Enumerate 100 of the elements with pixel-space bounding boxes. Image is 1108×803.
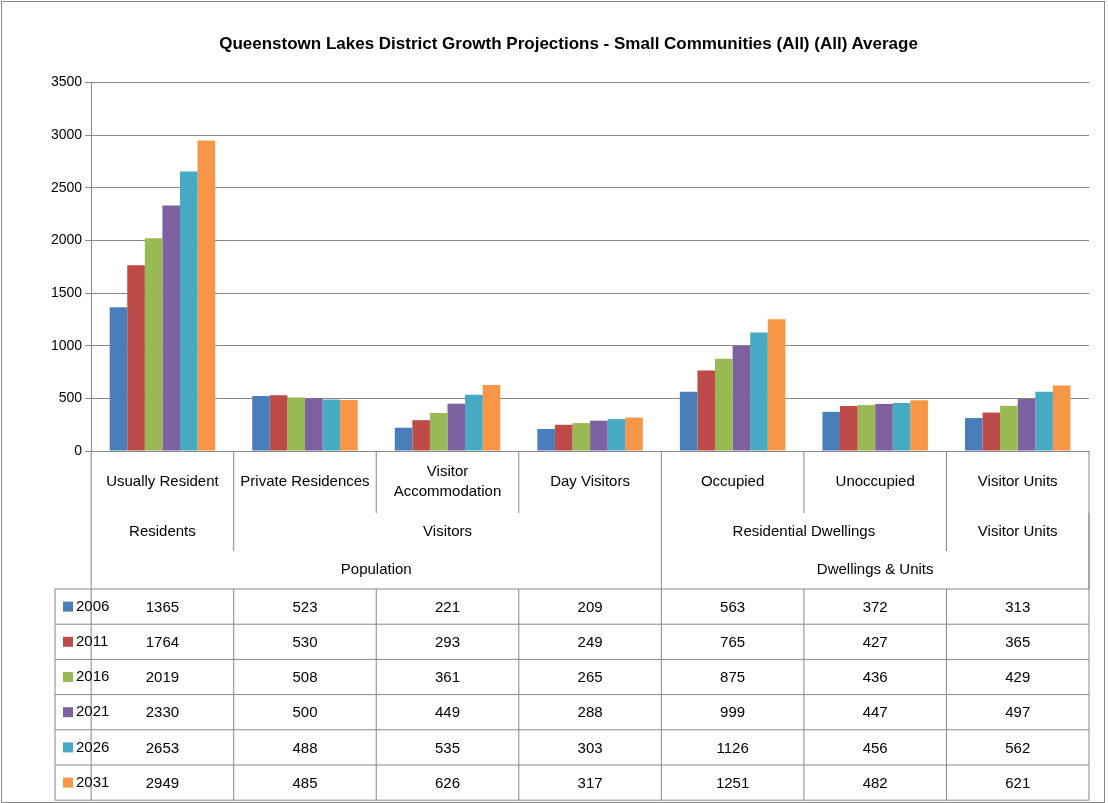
bar (750, 332, 768, 451)
data-label: 1126 (716, 738, 749, 756)
legend-label: 2011 (76, 631, 109, 649)
y-tick-label: 1500 (50, 283, 83, 300)
bar (1052, 385, 1071, 451)
data-label: 456 (862, 738, 888, 756)
bar (109, 307, 128, 451)
legend-label: 2006 (76, 596, 110, 614)
bar (340, 399, 358, 451)
data-label: 317 (577, 773, 603, 791)
data-label: 365 (1005, 632, 1031, 650)
data-label: 2330 (145, 703, 180, 721)
bar (197, 140, 216, 451)
data-label: 530 (292, 632, 318, 650)
data-label: 449 (435, 703, 461, 721)
data-label: 361 (435, 668, 461, 686)
text: Residential Dwellings (732, 522, 876, 540)
text: Population (340, 560, 412, 578)
bar (482, 385, 501, 451)
bar (679, 391, 698, 451)
bar (144, 238, 163, 451)
data-label: 508 (292, 668, 318, 686)
bar (572, 423, 591, 451)
bar (982, 412, 1001, 451)
data-label: 429 (1005, 668, 1031, 686)
data-label: 221 (435, 597, 461, 615)
bar (767, 319, 786, 451)
bar (1017, 398, 1036, 451)
bar (607, 419, 626, 451)
bar (412, 420, 430, 451)
bar (590, 420, 608, 451)
data-label: 288 (577, 703, 603, 721)
x-tick-label: Unoccupied (835, 472, 915, 490)
y-tick-label: 2000 (50, 231, 83, 248)
legend-label: 2021 (76, 702, 110, 720)
data-label: 249 (577, 632, 603, 650)
data-label: 497 (1005, 703, 1031, 721)
bar (287, 397, 305, 451)
bar (162, 205, 180, 451)
data-label: 765 (720, 632, 746, 650)
x-tick-label: Occupied (700, 472, 765, 490)
chart-title: Queenstown Lakes District Growth Projections - Small Communities (All) (All) Average (219, 33, 918, 53)
bar (269, 395, 288, 451)
data-label: 1251 (715, 773, 750, 791)
y-tick-label: 1000 (50, 336, 83, 353)
data-label: 303 (577, 738, 603, 756)
data-label: 562 (1005, 738, 1031, 756)
data-label: 2949 (145, 773, 180, 791)
bar (394, 427, 413, 451)
bar (822, 411, 841, 451)
bar (732, 345, 751, 451)
data-label: 447 (862, 703, 888, 721)
bar (429, 412, 448, 451)
data-label: 436 (862, 668, 888, 686)
bar (127, 265, 145, 451)
data-label: 875 (720, 668, 746, 686)
text: Visitors (423, 522, 472, 540)
bar (322, 399, 341, 451)
data-label: 535 (435, 738, 461, 756)
y-tick-label: 2500 (50, 178, 83, 195)
data-label: 523 (292, 597, 318, 615)
bar (537, 428, 555, 451)
data-label: 999 (720, 703, 746, 721)
x-tick-label: Private Residences (240, 472, 370, 490)
text: Dwellings & Units (816, 560, 934, 578)
bar (180, 171, 198, 451)
legend-label: 2016 (76, 667, 110, 685)
bar (715, 358, 733, 451)
bar (964, 418, 983, 451)
legend-label: 2031 (76, 772, 110, 790)
y-tick-label: 0 (74, 441, 83, 458)
x-tick-label: Visitor Accommodation (393, 462, 502, 500)
data-label: 626 (435, 773, 461, 791)
bar (304, 398, 323, 451)
data-label: 1365 (145, 597, 180, 615)
bar (875, 403, 893, 451)
data-label: 209 (577, 597, 603, 615)
bar (1000, 405, 1018, 451)
bar (554, 424, 573, 451)
text: Residents (129, 522, 196, 540)
legend-label: 2026 (76, 737, 110, 755)
x-tick-label: Usually Resident (106, 472, 220, 490)
data-label: 482 (862, 773, 888, 791)
x-tick-label: Day Visitors (550, 472, 630, 490)
data-label: 2653 (145, 738, 180, 756)
data-label: 372 (862, 597, 888, 615)
bar (697, 370, 716, 451)
data-label: 1764 (145, 632, 180, 650)
y-tick-label: 3500 (50, 73, 83, 90)
bar (910, 400, 928, 451)
bar (857, 405, 876, 451)
data-label: 621 (1005, 773, 1031, 791)
y-tick-label: 3000 (50, 125, 83, 142)
data-label: 313 (1005, 597, 1031, 615)
bar (1035, 391, 1053, 451)
data-label: 485 (292, 773, 318, 791)
bar (840, 406, 858, 451)
bar (447, 403, 466, 451)
data-label: 563 (720, 597, 746, 615)
bar (892, 402, 911, 451)
